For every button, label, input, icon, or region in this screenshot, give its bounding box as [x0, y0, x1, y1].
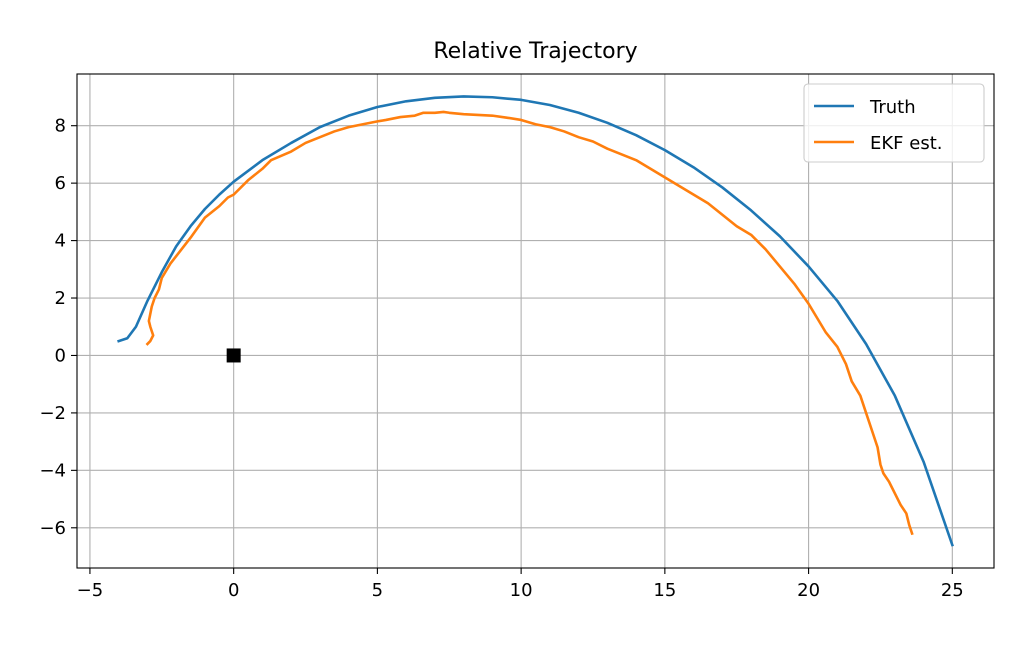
y-tick-label: 8 [55, 116, 66, 137]
series-lines [117, 95, 954, 547]
origin-markers [226, 348, 241, 363]
axis-ticks: −5 0 5 10 15 20 25 −6 −4 −2 0 2 4 6 8 [39, 116, 963, 601]
x-tick-label: 5 [372, 580, 383, 601]
legend-label: EKF est. [870, 133, 942, 154]
chart-title: Relative Trajectory [433, 39, 637, 64]
legend: Truth EKF est. [803, 83, 985, 163]
x-tick-label: 10 [510, 580, 533, 601]
series-line-truth [117, 95, 954, 547]
y-tick-label: −2 [39, 403, 66, 424]
x-tick-label: 0 [228, 580, 239, 601]
series-line-ekf-est [145, 110, 914, 536]
x-tick-label: 20 [797, 580, 820, 601]
x-tick-label: −5 [77, 580, 104, 601]
legend-label: Truth [869, 97, 916, 118]
x-tick-label: 25 [941, 580, 964, 601]
y-tick-label: −6 [39, 518, 66, 539]
y-tick-label: −4 [39, 460, 66, 481]
y-tick-label: 4 [55, 231, 66, 252]
y-tick-label: 6 [55, 173, 66, 194]
plot-frame [76, 73, 995, 569]
y-tick-label: 0 [55, 345, 66, 366]
x-tick-label: 15 [653, 580, 676, 601]
y-tick-label: 2 [55, 288, 66, 309]
origin-marker [226, 348, 241, 363]
